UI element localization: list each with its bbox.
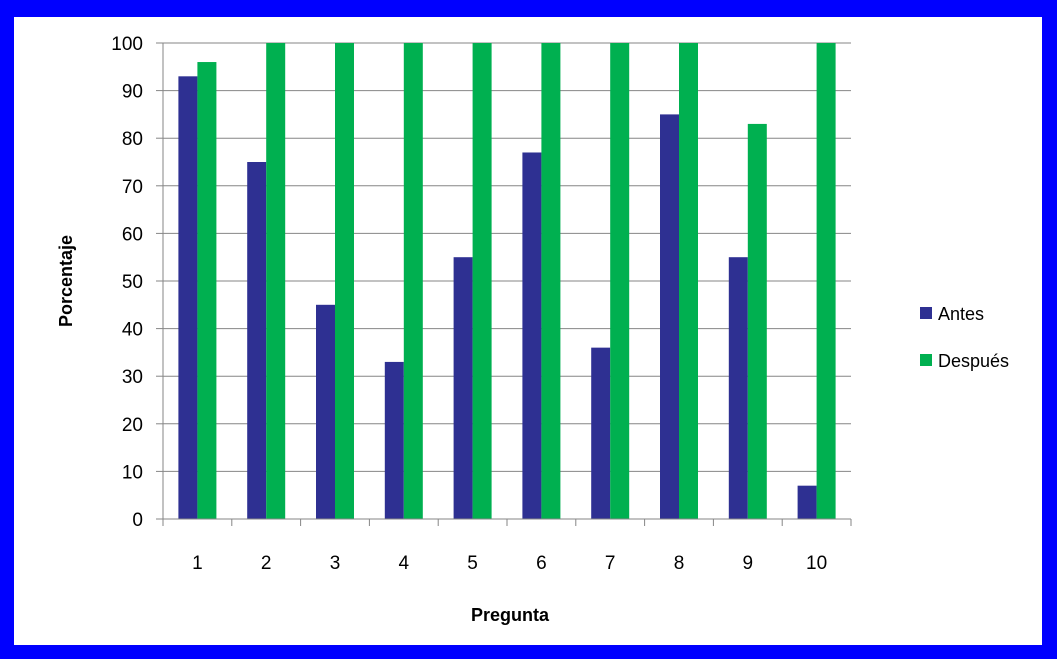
legend-label-antes: Antes <box>938 304 984 324</box>
bar-despues-6 <box>541 43 561 519</box>
x-tick-label: 5 <box>467 553 478 574</box>
bars <box>178 43 836 520</box>
bar-antes-10 <box>797 485 817 519</box>
y-tick-label: 70 <box>122 177 143 198</box>
y-tick-label: 0 <box>132 510 143 531</box>
x-tick-label: 10 <box>806 553 827 574</box>
y-axis-title: Porcentaje <box>56 235 76 327</box>
x-tick-label: 8 <box>674 553 685 574</box>
bar-despues-10 <box>816 43 836 519</box>
x-tick-labels: 1 2 3 4 5 6 7 8 9 10 <box>192 553 827 574</box>
bar-antes-4 <box>384 361 404 519</box>
y-tick-label: 40 <box>122 320 143 341</box>
x-tick-label: 1 <box>192 553 203 574</box>
bar-despues-9 <box>747 123 767 520</box>
axes <box>156 42 852 526</box>
legend-label-despues: Después <box>938 351 1009 371</box>
bar-despues-3 <box>335 43 354 519</box>
y-tick-label: 90 <box>122 82 143 103</box>
x-axis-title: Pregunta <box>471 605 550 625</box>
y-tick-label: 60 <box>122 224 143 245</box>
y-tick-label: 80 <box>122 129 143 150</box>
x-tick-label: 6 <box>536 553 547 574</box>
bar-antes-1 <box>178 76 198 519</box>
bar-antes-3 <box>316 304 335 519</box>
bar-despues-4 <box>403 43 423 519</box>
bar-antes-2 <box>247 162 267 519</box>
y-tick-label: 10 <box>122 462 143 483</box>
y-tick-label: 30 <box>122 367 143 388</box>
bar-antes-7 <box>591 347 611 519</box>
bar-despues-1 <box>197 62 217 519</box>
y-tick-labels: 0 10 20 30 40 50 60 70 80 90 100 <box>111 34 143 531</box>
x-tick-label: 2 <box>261 553 272 574</box>
y-tick-label: 100 <box>111 34 143 55</box>
legend-swatch-despues <box>920 354 932 366</box>
bar-antes-8 <box>660 114 679 520</box>
legend: Antes Después <box>920 304 1009 371</box>
x-tick-label: 9 <box>743 553 754 574</box>
bar-despues-8 <box>679 43 698 519</box>
legend-swatch-antes <box>920 307 932 319</box>
y-tick-label: 20 <box>122 415 143 436</box>
bar-antes-9 <box>728 257 748 519</box>
bar-despues-5 <box>472 43 492 519</box>
bar-despues-2 <box>266 43 286 519</box>
y-tick-label: 50 <box>122 272 143 293</box>
x-tick-label: 3 <box>330 553 341 574</box>
bar-antes-5 <box>453 257 473 519</box>
bar-antes-6 <box>522 152 542 520</box>
x-tick-label: 4 <box>399 553 410 574</box>
x-tick-label: 7 <box>605 553 616 574</box>
bar-despues-7 <box>610 43 630 519</box>
